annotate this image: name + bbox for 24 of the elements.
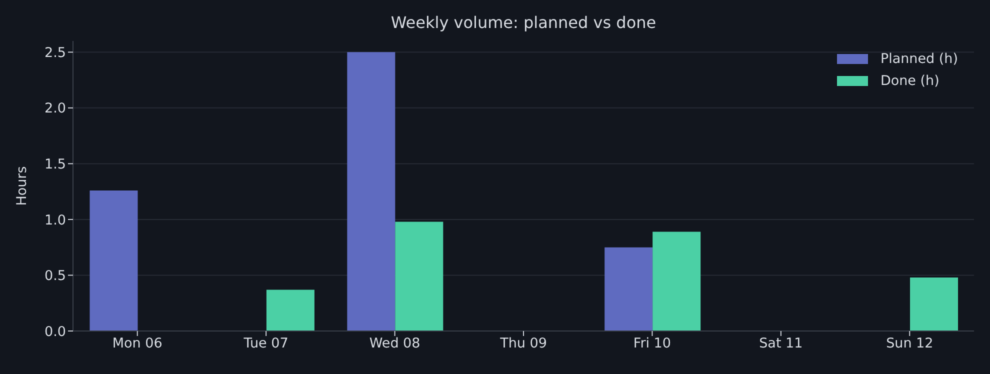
y-tick-label: 0.0 xyxy=(44,324,66,340)
x-tick-label: Thu 09 xyxy=(499,336,547,352)
x-tick-label: Mon 06 xyxy=(112,336,162,352)
bar xyxy=(266,290,314,331)
x-tick-label: Fri 10 xyxy=(633,336,671,352)
bar xyxy=(910,277,958,331)
y-tick-label: 2.0 xyxy=(44,100,66,117)
y-tick-label: 1.5 xyxy=(44,156,66,172)
x-tick-label: Wed 08 xyxy=(369,336,420,352)
bar xyxy=(395,222,444,331)
y-tick-label: 1.0 xyxy=(44,212,66,228)
legend-label: Planned (h) xyxy=(880,51,958,67)
y-tick-label: 2.5 xyxy=(44,44,66,61)
bar xyxy=(652,232,701,331)
bar xyxy=(90,190,138,331)
legend-label: Done (h) xyxy=(880,73,940,89)
y-axis-title: Hours xyxy=(14,166,30,206)
y-tick-label: 0.5 xyxy=(44,268,66,284)
bar xyxy=(604,247,653,331)
chart-title: Weekly volume: planned vs done xyxy=(390,13,658,32)
x-tick-label: Tue 07 xyxy=(242,336,288,352)
bar xyxy=(347,52,396,331)
x-tick-label: Sat 11 xyxy=(759,336,803,352)
x-tick-label: Sun 12 xyxy=(886,336,934,352)
